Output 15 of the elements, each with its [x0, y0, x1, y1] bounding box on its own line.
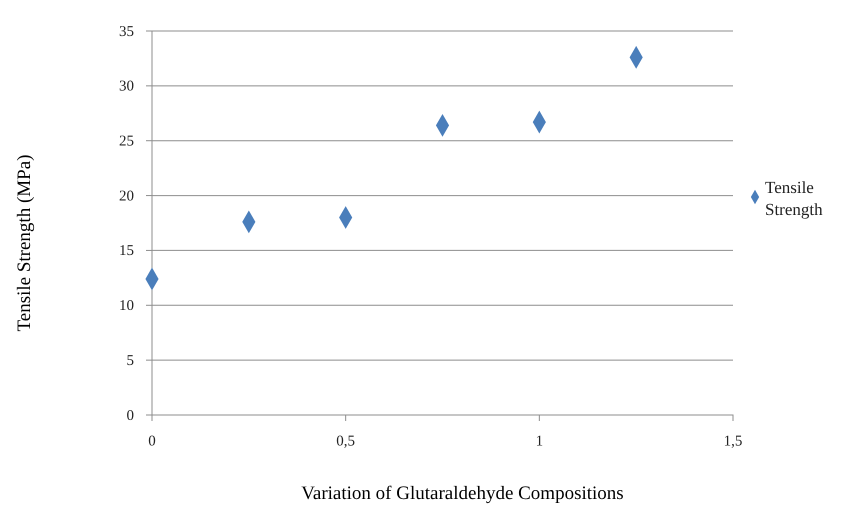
x-tick-label: 0,5: [336, 434, 356, 450]
x-axis-title: Variation of Glutaraldehyde Compositions: [301, 483, 624, 504]
y-axis-title: Tensile Strength (MPa): [14, 154, 35, 332]
y-tick-label: 15: [119, 243, 134, 260]
y-tick-label: 35: [119, 24, 134, 40]
y-tick-label: 0: [126, 408, 134, 424]
legend-label: Tensile Strength: [765, 178, 824, 219]
x-tick-label: 0: [148, 434, 156, 450]
y-tick-label: 10: [119, 298, 134, 314]
x-tick-label: 1,5: [724, 434, 742, 450]
x-tick-label: 1: [536, 434, 544, 450]
y-tick-label: 30: [119, 78, 134, 95]
y-tick-label: 20: [119, 188, 134, 204]
y-tick-label: 25: [119, 134, 134, 150]
y-tick-label: 5: [126, 352, 134, 369]
